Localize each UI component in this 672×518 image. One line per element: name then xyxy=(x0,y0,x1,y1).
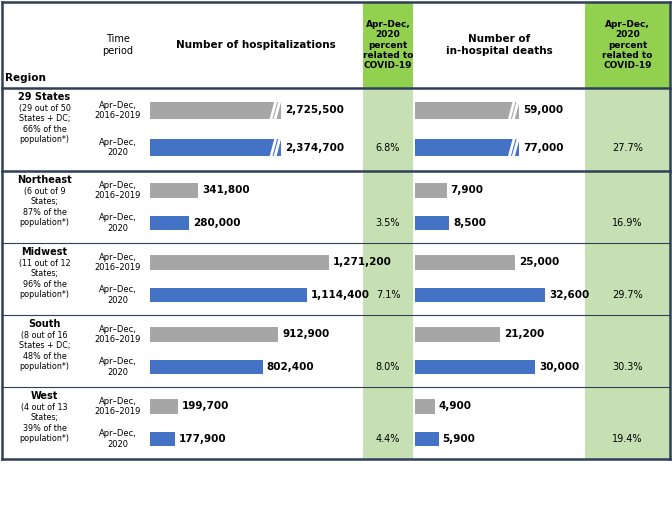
Bar xyxy=(150,139,281,156)
Text: (4 out of 13
States;
39% of the
population*): (4 out of 13 States; 39% of the populati… xyxy=(19,403,69,443)
Text: 27.7%: 27.7% xyxy=(612,143,643,153)
Text: 1,114,400: 1,114,400 xyxy=(310,290,370,300)
Bar xyxy=(150,399,178,414)
Text: (11 out of 12
States;
96% of the
population*): (11 out of 12 States; 96% of the populat… xyxy=(19,259,71,299)
Text: Northeast: Northeast xyxy=(17,175,72,185)
Text: Region: Region xyxy=(5,73,46,83)
Bar xyxy=(413,243,585,315)
Bar xyxy=(363,88,413,171)
Bar xyxy=(413,387,585,459)
Text: 912,900: 912,900 xyxy=(282,329,330,339)
Bar xyxy=(2,387,363,459)
Text: 32,600: 32,600 xyxy=(550,290,589,300)
Text: 59,000: 59,000 xyxy=(523,105,563,116)
Bar xyxy=(415,215,449,230)
Text: (6 out of 9
States;
87% of the
population*): (6 out of 9 States; 87% of the populatio… xyxy=(19,187,69,227)
Text: 3.5%: 3.5% xyxy=(376,218,401,228)
Text: Apr–Dec,
2016–2019: Apr–Dec, 2016–2019 xyxy=(94,100,140,120)
Bar xyxy=(585,243,670,315)
Bar xyxy=(150,215,190,230)
Text: Apr–Dec,
2020: Apr–Dec, 2020 xyxy=(99,138,136,157)
Text: (29 out of 50
States + DC;
66% of the
population*): (29 out of 50 States + DC; 66% of the po… xyxy=(19,104,71,144)
Text: Time
period: Time period xyxy=(102,34,133,56)
Text: 4,900: 4,900 xyxy=(439,401,472,411)
Text: 29 States: 29 States xyxy=(18,92,71,102)
Text: 8,500: 8,500 xyxy=(453,218,486,228)
Text: 4.4%: 4.4% xyxy=(376,434,401,444)
Bar xyxy=(415,287,546,302)
Text: 1,271,200: 1,271,200 xyxy=(333,257,392,267)
Bar xyxy=(2,315,363,387)
Bar xyxy=(413,315,585,387)
Text: West: West xyxy=(31,391,58,401)
Text: 30,000: 30,000 xyxy=(539,362,579,372)
Bar xyxy=(363,171,413,243)
Text: Midwest: Midwest xyxy=(22,247,68,257)
Bar xyxy=(363,2,413,88)
Bar xyxy=(150,431,175,446)
Text: 280,000: 280,000 xyxy=(194,218,241,228)
Text: 802,400: 802,400 xyxy=(267,362,314,372)
Text: 5,900: 5,900 xyxy=(443,434,476,444)
Text: Apr–Dec,
2016–2019: Apr–Dec, 2016–2019 xyxy=(94,253,140,272)
Text: Number of hospitalizations: Number of hospitalizations xyxy=(175,40,335,50)
Bar xyxy=(363,243,413,315)
Text: 341,800: 341,800 xyxy=(202,185,250,195)
Bar xyxy=(150,287,306,302)
Text: 7.1%: 7.1% xyxy=(376,290,401,300)
Text: Apr–Dec,
2020: Apr–Dec, 2020 xyxy=(99,213,136,233)
Bar xyxy=(2,2,670,88)
Bar xyxy=(363,387,413,459)
Bar xyxy=(150,327,278,342)
Bar xyxy=(415,255,515,270)
Text: Apr–Dec,
2020
percent
related to
COVID-19: Apr–Dec, 2020 percent related to COVID-1… xyxy=(602,20,653,70)
Text: 77,000: 77,000 xyxy=(523,143,564,153)
Bar xyxy=(150,102,281,119)
Text: 29.7%: 29.7% xyxy=(612,290,643,300)
Bar xyxy=(415,431,439,446)
Text: (8 out of 16
States + DC;
48% of the
population*): (8 out of 16 States + DC; 48% of the pop… xyxy=(19,331,71,371)
Bar xyxy=(150,255,329,270)
Text: 8.0%: 8.0% xyxy=(376,362,401,372)
Bar xyxy=(150,183,198,198)
Bar xyxy=(415,102,519,119)
Bar xyxy=(415,359,535,374)
Text: 177,900: 177,900 xyxy=(179,434,226,444)
Bar xyxy=(2,88,363,171)
Bar xyxy=(363,315,413,387)
Text: 25,000: 25,000 xyxy=(519,257,559,267)
Bar xyxy=(150,359,263,374)
Bar xyxy=(585,387,670,459)
Bar xyxy=(2,243,363,315)
Text: Apr–Dec,
2020
percent
related to
COVID-19: Apr–Dec, 2020 percent related to COVID-1… xyxy=(363,20,413,70)
Bar xyxy=(585,88,670,171)
Bar xyxy=(585,315,670,387)
Bar xyxy=(415,183,447,198)
Bar xyxy=(415,327,500,342)
Text: 30.3%: 30.3% xyxy=(612,362,642,372)
Text: 2,725,500: 2,725,500 xyxy=(285,105,343,116)
Bar xyxy=(415,139,519,156)
Text: South: South xyxy=(28,319,60,329)
Text: 21,200: 21,200 xyxy=(504,329,544,339)
Text: 7,900: 7,900 xyxy=(451,185,484,195)
Bar xyxy=(585,171,670,243)
Text: 16.9%: 16.9% xyxy=(612,218,642,228)
Text: Apr–Dec,
2016–2019: Apr–Dec, 2016–2019 xyxy=(94,181,140,200)
Text: Apr–Dec,
2020: Apr–Dec, 2020 xyxy=(99,357,136,377)
Bar xyxy=(585,2,670,88)
Text: Apr–Dec,
2020: Apr–Dec, 2020 xyxy=(99,429,136,449)
Bar xyxy=(415,399,435,414)
Text: Apr–Dec,
2016–2019: Apr–Dec, 2016–2019 xyxy=(94,325,140,344)
Text: 6.8%: 6.8% xyxy=(376,143,401,153)
Bar xyxy=(413,88,585,171)
Text: Number of
in-hospital deaths: Number of in-hospital deaths xyxy=(446,34,552,56)
Text: 2,374,700: 2,374,700 xyxy=(285,143,344,153)
Text: 19.4%: 19.4% xyxy=(612,434,642,444)
Text: Apr–Dec,
2020: Apr–Dec, 2020 xyxy=(99,285,136,305)
Bar xyxy=(2,171,363,243)
Text: 199,700: 199,700 xyxy=(182,401,229,411)
Bar xyxy=(413,171,585,243)
Text: Apr–Dec,
2016–2019: Apr–Dec, 2016–2019 xyxy=(94,397,140,416)
